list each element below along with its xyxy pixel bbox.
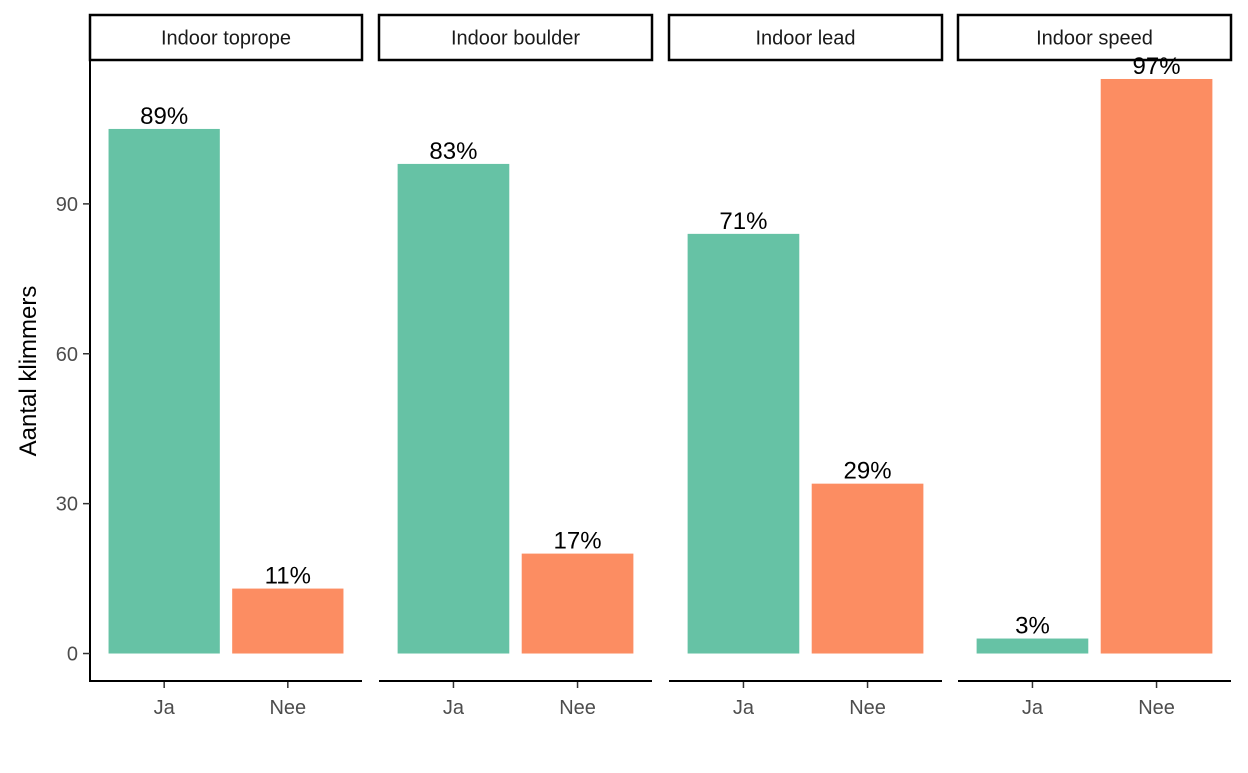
bar-data-label: 11% <box>265 563 311 590</box>
facet-panel: Indoor speed 3% Ja 97% Nee <box>956 13 1233 719</box>
facets-layer: Indoor toprope 89% Ja 11% Nee Indoor boulder 8… <box>88 13 1233 719</box>
y-tick-label: 60 <box>56 344 78 366</box>
facet-strip <box>88 13 364 62</box>
bar-data-label: 3% <box>1015 613 1050 640</box>
bar <box>976 638 1089 654</box>
x-tick-label: Nee <box>559 697 596 719</box>
x-tick-label: Ja <box>443 697 465 719</box>
x-tick-label: Ja <box>154 697 176 719</box>
x-tick-label: Nee <box>849 697 886 719</box>
facet-title: Indoor speed <box>1036 28 1153 50</box>
y-tick-label: 30 <box>56 494 78 516</box>
bar-data-label: 83% <box>429 138 477 165</box>
y-axis-title: Aantal klimmers <box>15 286 42 457</box>
y-axis: 0 30 60 90 <box>56 60 91 682</box>
bar-data-label: 29% <box>844 458 892 485</box>
facet-panel: Indoor lead 71% Ja 29% Nee <box>667 13 944 719</box>
bar <box>232 588 344 654</box>
facet-title: Indoor toprope <box>161 28 291 50</box>
bar <box>687 233 800 654</box>
y-tick-label: 90 <box>56 194 78 216</box>
bar <box>108 128 220 654</box>
bar <box>1100 78 1213 654</box>
bar <box>811 483 924 654</box>
x-tick-label: Ja <box>733 697 755 719</box>
x-tick-label: Nee <box>269 697 306 719</box>
y-tick-label: 0 <box>67 644 78 666</box>
facet-panel: Indoor boulder 83% Ja 17% Nee <box>377 13 654 719</box>
bar <box>397 163 510 654</box>
facet-title: Indoor lead <box>755 28 855 50</box>
bar <box>521 553 634 654</box>
x-tick-label: Nee <box>1138 697 1175 719</box>
facet-strip <box>667 13 944 62</box>
bar-data-label: 89% <box>140 103 188 130</box>
facet-strip <box>377 13 654 62</box>
facet-panel: Indoor toprope 89% Ja 11% Nee <box>88 13 364 719</box>
bar-data-label: 17% <box>554 528 602 555</box>
facet-title: Indoor boulder <box>451 28 580 50</box>
bar-data-label: 97% <box>1133 53 1181 80</box>
x-tick-label: Ja <box>1022 697 1044 719</box>
facet-strip <box>956 13 1233 62</box>
bar-data-label: 71% <box>719 208 767 235</box>
